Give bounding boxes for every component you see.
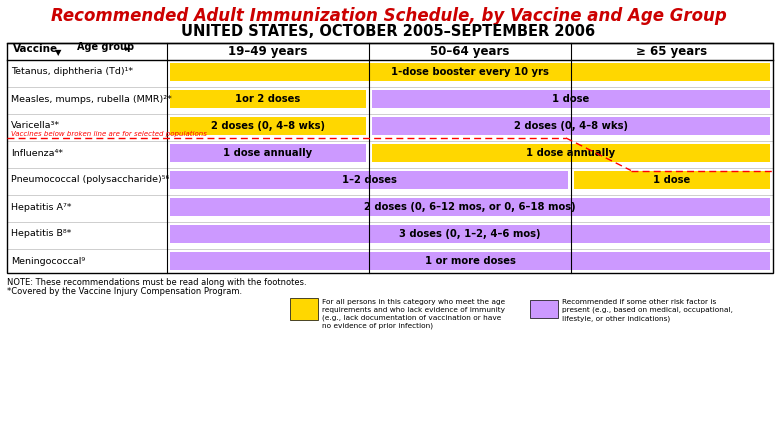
Bar	[574, 171, 770, 189]
Text: Pneumococcal (polysaccharide)⁵⁶: Pneumococcal (polysaccharide)⁵⁶	[11, 175, 169, 184]
Text: 50–64 years: 50–64 years	[430, 45, 510, 58]
Text: For all persons in this category who meet the age
requirements and who lack evid: For all persons in this category who mee…	[322, 299, 505, 329]
Text: Vaccine: Vaccine	[13, 44, 58, 55]
Bar	[170, 198, 770, 216]
Text: 1 dose: 1 dose	[653, 175, 691, 185]
Text: ►: ►	[125, 43, 131, 52]
Bar	[372, 117, 770, 135]
Bar	[7, 43, 773, 273]
Text: Tetanus, diphtheria (Td)¹*: Tetanus, diphtheria (Td)¹*	[11, 68, 133, 77]
Text: 1 dose annually: 1 dose annually	[527, 148, 615, 158]
Bar	[170, 63, 770, 81]
Text: Recommended if some other risk factor is
present (e.g., based on medical, occupa: Recommended if some other risk factor is…	[562, 299, 733, 322]
Bar	[170, 171, 568, 189]
Text: 1 or more doses: 1 or more doses	[424, 256, 515, 266]
Bar	[372, 144, 770, 162]
Text: Influenza⁴*: Influenza⁴*	[11, 148, 63, 157]
Text: NOTE: These recommendations must be read along with the footnotes.: NOTE: These recommendations must be read…	[7, 278, 307, 287]
Bar	[170, 90, 366, 108]
Bar	[170, 144, 366, 162]
Text: 1 dose: 1 dose	[552, 94, 590, 104]
Text: Hepatitis B⁸*: Hepatitis B⁸*	[11, 230, 71, 239]
Bar	[7, 43, 773, 60]
Text: Age group: Age group	[77, 43, 134, 52]
Text: 2 doses (0, 6–12 mos, or 0, 6–18 mos): 2 doses (0, 6–12 mos, or 0, 6–18 mos)	[364, 202, 576, 212]
Text: Measles, mumps, rubella (MMR)²*: Measles, mumps, rubella (MMR)²*	[11, 95, 172, 104]
Text: 2 doses (0, 4–8 wks): 2 doses (0, 4–8 wks)	[211, 121, 325, 131]
Text: Hepatitis A⁷*: Hepatitis A⁷*	[11, 203, 71, 212]
Bar	[170, 252, 770, 270]
Text: 1 dose annually: 1 dose annually	[224, 148, 312, 158]
Text: 1–2 doses: 1–2 doses	[342, 175, 396, 185]
Text: ▼: ▼	[55, 48, 61, 57]
Text: ≥ 65 years: ≥ 65 years	[636, 45, 708, 58]
Text: *Covered by the Vaccine Injury Compensation Program.: *Covered by the Vaccine Injury Compensat…	[7, 287, 242, 296]
Bar	[170, 117, 366, 135]
Text: Meningococcal⁹: Meningococcal⁹	[11, 257, 85, 265]
Bar	[372, 90, 770, 108]
Text: 3 doses (0, 1–2, 4–6 mos): 3 doses (0, 1–2, 4–6 mos)	[399, 229, 541, 239]
Text: 1or 2 doses: 1or 2 doses	[235, 94, 301, 104]
Text: Varicella³*: Varicella³*	[11, 122, 60, 130]
Bar	[530, 300, 558, 318]
Bar	[170, 225, 770, 243]
Text: 2 doses (0, 4–8 wks): 2 doses (0, 4–8 wks)	[514, 121, 628, 131]
Text: Vaccines below broken line are for selected populations: Vaccines below broken line are for selec…	[11, 131, 207, 137]
Text: Recommended Adult Immunization Schedule, by Vaccine and Age Group: Recommended Adult Immunization Schedule,…	[51, 7, 726, 25]
Bar	[290, 298, 318, 320]
Text: 1-dose booster every 10 yrs: 1-dose booster every 10 yrs	[391, 67, 549, 77]
Text: 19–49 years: 19–49 years	[228, 45, 308, 58]
Text: UNITED STATES, OCTOBER 2005–SEPTEMBER 2006: UNITED STATES, OCTOBER 2005–SEPTEMBER 20…	[182, 24, 595, 39]
